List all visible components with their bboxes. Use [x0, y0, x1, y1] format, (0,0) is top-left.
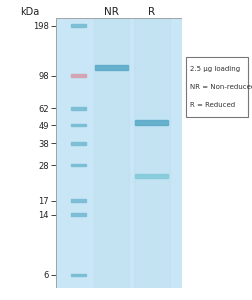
- FancyBboxPatch shape: [185, 57, 247, 117]
- Text: NR: NR: [104, 7, 118, 17]
- Bar: [71, 107, 86, 110]
- Bar: [71, 213, 86, 216]
- Bar: [71, 74, 86, 77]
- Bar: [135, 174, 168, 178]
- Bar: [93, 18, 129, 288]
- Bar: [94, 65, 127, 70]
- Bar: [71, 274, 86, 276]
- Text: NR = Non-reduced: NR = Non-reduced: [189, 84, 252, 90]
- Text: R = Reduced: R = Reduced: [189, 103, 234, 109]
- Bar: [71, 124, 86, 127]
- Text: 2.5 μg loading: 2.5 μg loading: [189, 65, 239, 71]
- Bar: [71, 200, 86, 202]
- Text: kDa: kDa: [20, 7, 39, 17]
- Text: R: R: [148, 7, 155, 17]
- Bar: [71, 142, 86, 145]
- Bar: [71, 164, 86, 166]
- Bar: [134, 18, 169, 288]
- Bar: [71, 24, 86, 27]
- Bar: [135, 120, 168, 124]
